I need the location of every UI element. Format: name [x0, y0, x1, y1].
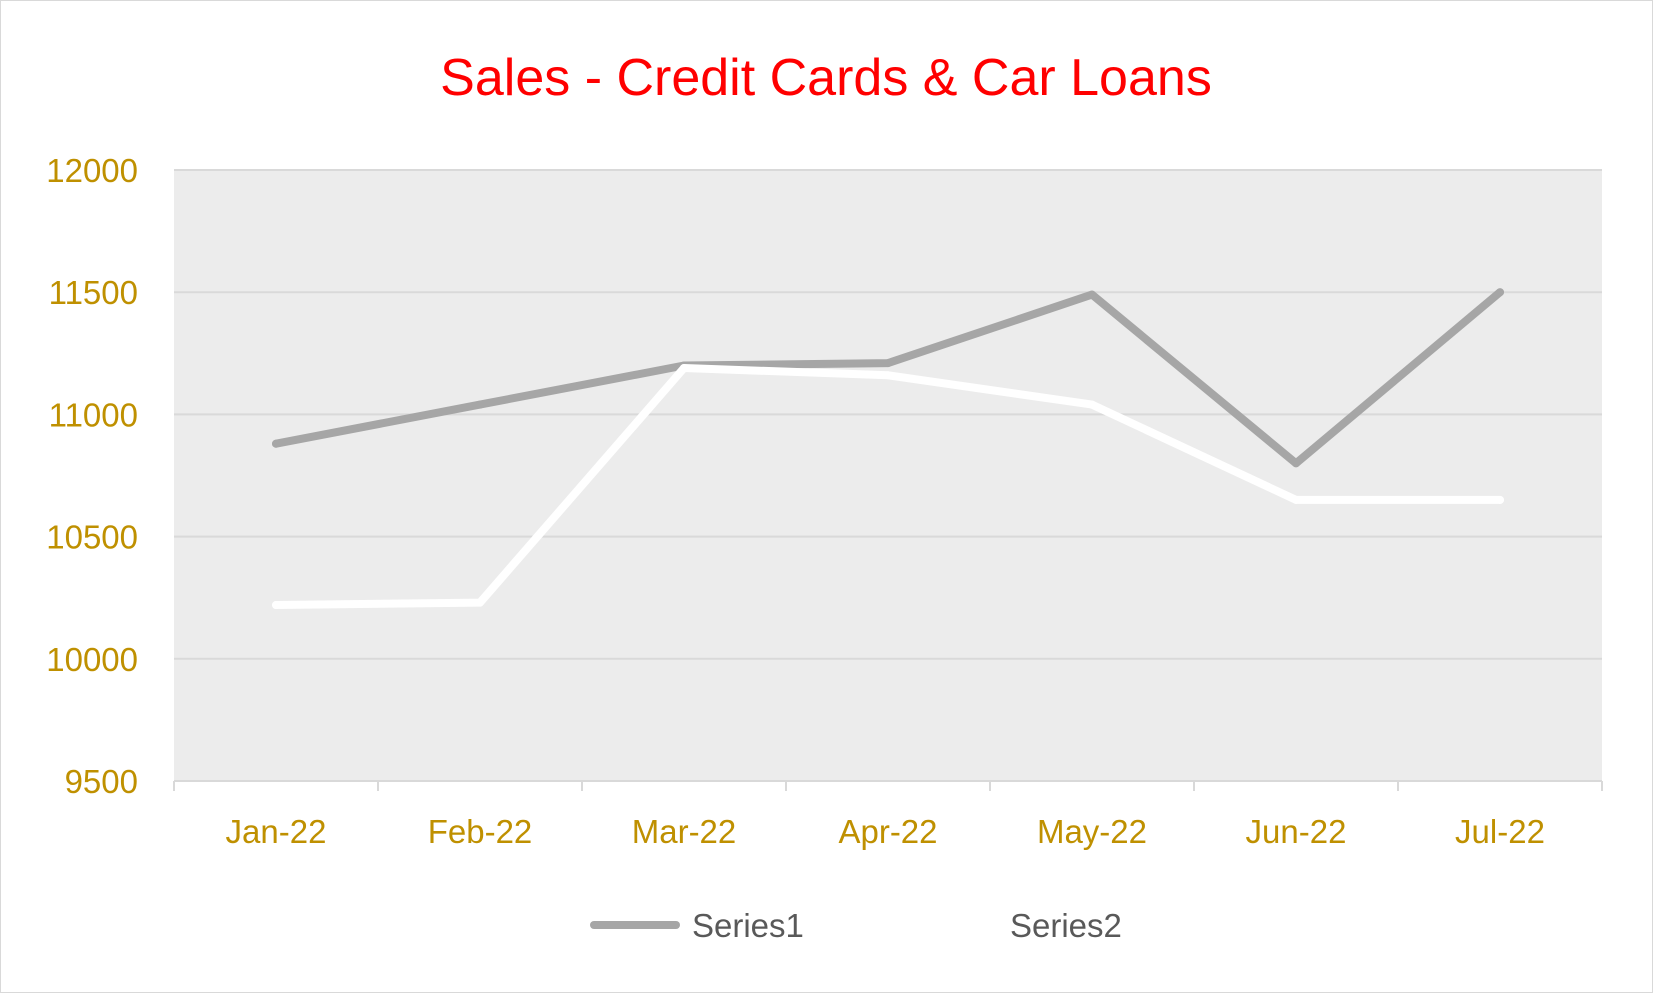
series-2-point [476, 598, 484, 607]
series-1-point [476, 400, 484, 409]
series-lines [272, 288, 1504, 610]
legend: Series1 Series2 [590, 907, 1122, 944]
y-tick-label: 11000 [49, 396, 138, 433]
y-axis-tick-labels: 12000 11500 11000 10500 10000 9500 [46, 152, 138, 800]
y-tick-label: 12000 [46, 152, 138, 189]
x-tick-label: Apr-22 [838, 813, 937, 850]
series-1-point [1292, 459, 1300, 468]
y-tick-label: 11500 [49, 274, 138, 311]
series-2-point [1292, 495, 1300, 504]
series-2-point [1088, 400, 1096, 409]
x-axis [173, 780, 1603, 791]
y-tick-label: 9500 [65, 763, 138, 800]
x-tick-label: Mar-22 [632, 813, 737, 850]
series-1-point [1496, 288, 1504, 297]
x-tick-label: Jun-22 [1246, 813, 1347, 850]
y-tick-label: 10000 [46, 641, 138, 678]
x-axis-tick-labels: Jan-22 Feb-22 Mar-22 Apr-22 May-22 Jun-22 Jul-… [226, 813, 1545, 850]
x-tick-label: Jul-22 [1455, 813, 1545, 850]
chart-title: Sales - Credit Cards & Car Loans [440, 49, 1212, 107]
x-tick-label: Jan-22 [226, 813, 327, 850]
series-1-point [1088, 290, 1096, 299]
legend-label-1: Series1 [692, 907, 804, 944]
legend-label-2: Series2 [1010, 907, 1122, 944]
series-2-point [272, 601, 280, 610]
series-2-point [1496, 495, 1504, 504]
plot-area [174, 170, 1602, 781]
series-1-point [272, 439, 280, 448]
y-tick-label: 10500 [46, 519, 138, 556]
x-tick-label: Feb-22 [428, 813, 533, 850]
series-2-point [884, 371, 892, 380]
x-tick-label: May-22 [1037, 813, 1147, 850]
series-1-point [884, 359, 892, 368]
series-2-point [680, 363, 688, 372]
